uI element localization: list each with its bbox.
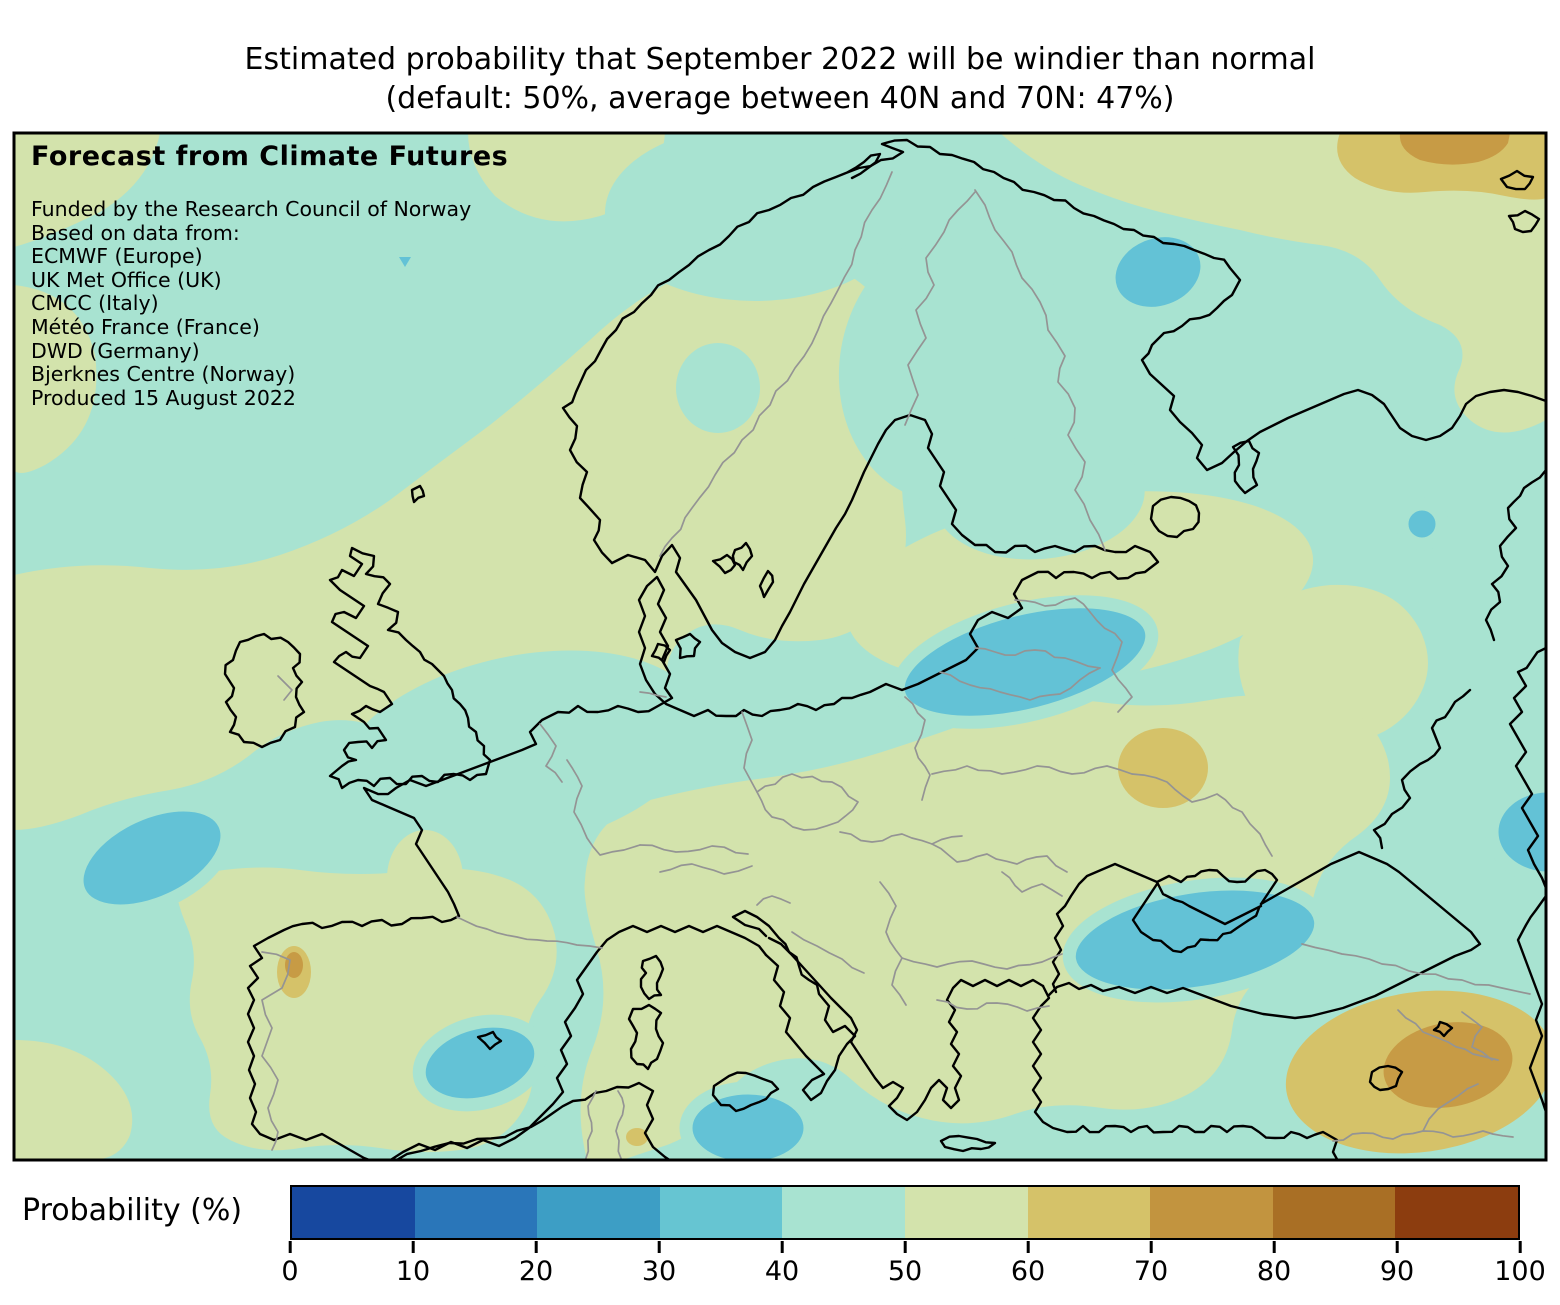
colorbar-segment <box>537 1187 660 1238</box>
coastline-caspian-north <box>1508 646 1546 890</box>
coastline-blacksea-north-west <box>1051 862 1159 994</box>
border-belarus-russia <box>1089 611 1133 713</box>
island-arctic <box>1499 169 1535 191</box>
colorbar-segment <box>1272 1187 1396 1238</box>
colorbar-segment <box>292 1187 415 1238</box>
coastline-lofoten <box>846 152 882 180</box>
border-czechia <box>756 773 859 831</box>
lake-ladoga <box>1149 495 1201 539</box>
border-slovenia <box>756 895 791 906</box>
border-layer <box>261 171 1531 1160</box>
border-transcaucasus-1 <box>1397 1009 1499 1061</box>
island-oland <box>758 569 775 599</box>
island-majorca <box>476 1030 503 1051</box>
colorbar-segment <box>659 1187 783 1238</box>
map-frame <box>12 131 1548 1162</box>
coastline-crimea <box>1131 882 1261 954</box>
khaki-tunisia <box>626 1128 648 1146</box>
border-danube <box>901 953 1063 970</box>
border-belarus-ukraine <box>931 765 1133 775</box>
border-finland-russia <box>974 189 1106 551</box>
island-corsica <box>639 954 665 1001</box>
border-estonia <box>1014 597 1091 613</box>
border-alps-italy <box>659 863 753 875</box>
island-funen <box>650 642 672 664</box>
river-don <box>1372 688 1472 850</box>
coastline-azov <box>1155 868 1279 926</box>
border-ukraine-russia <box>1131 773 1273 857</box>
coastline-italy <box>731 909 857 1102</box>
coastline-scandinavia-arctic <box>561 138 1546 565</box>
island-ireland <box>223 632 306 749</box>
lake-van <box>1368 1064 1404 1092</box>
colorbar-segment <box>1395 1187 1518 1238</box>
river-volga <box>1484 468 1546 642</box>
island-britain <box>328 546 492 790</box>
border-romania-north <box>931 843 1068 873</box>
contour-fill-layer <box>14 133 1546 1160</box>
border-norway-sweden <box>659 171 893 557</box>
border-ireland-uk <box>277 675 293 701</box>
border-caucasus-north <box>1301 943 1531 995</box>
colorbar-label: Probability (%) <box>22 1193 243 1228</box>
coastline-adriatic-greece <box>767 936 1045 1122</box>
border-transcaucasus-2 <box>1461 1011 1493 1061</box>
coastline-north-africa <box>394 1081 672 1160</box>
tan-top-right-core <box>1399 133 1510 165</box>
colorbar-segment <box>414 1187 538 1238</box>
border-france-germany <box>566 759 641 856</box>
coastline-spain-med-france <box>388 924 768 1160</box>
lake-vanern <box>711 553 737 575</box>
coastline-caspian-west <box>1516 894 1546 1114</box>
border-morocco-algeria <box>584 1090 597 1160</box>
border-poland-west <box>741 711 758 793</box>
border-algeria-tunisia <box>615 1090 625 1160</box>
tan-nw-spain-core <box>285 952 303 978</box>
island-shetland <box>410 484 426 504</box>
lake-sevan <box>1432 1020 1454 1038</box>
coastline-layer <box>223 138 1546 1160</box>
colorbar <box>290 1185 1520 1240</box>
border-sweden-finland <box>904 191 976 426</box>
border-bulgaria-south <box>936 999 1050 1012</box>
colorbar-segment <box>782 1187 905 1238</box>
border-germany-alps <box>639 844 749 855</box>
border-moldova <box>1001 871 1063 897</box>
figure-subtitle: (default: 50%, average between 40N and 7… <box>385 81 1175 116</box>
coastline-aegean-turkey-south <box>1031 984 1339 1160</box>
border-portugal-spain <box>261 951 291 1151</box>
contour-region-50-60-france <box>387 830 463 926</box>
border-latvia <box>974 647 1101 669</box>
colorbar-segment <box>904 1187 1028 1238</box>
border-denmark-germany <box>639 691 667 698</box>
border-croatia-bosnia <box>791 931 865 974</box>
colorbar-segment <box>1150 1187 1273 1238</box>
border-lithuania-belarus <box>939 667 1101 701</box>
island-sardinia <box>627 1003 665 1071</box>
coastline-baltic-westeurope <box>246 413 1160 1160</box>
border-poland-east <box>904 696 931 801</box>
khaki-ukraine <box>1118 728 1208 808</box>
lake-onega <box>1231 439 1261 495</box>
coastline-blacksea-south-east <box>1047 850 1482 1020</box>
border-serbia <box>879 881 907 1006</box>
contour-regions-60-plus <box>277 133 1546 1154</box>
border-turkey-iraq <box>1422 1083 1479 1132</box>
contour-regions-30-40 <box>70 224 1546 1160</box>
island-zealand <box>674 632 702 660</box>
colorbar-segment <box>1027 1187 1151 1238</box>
island-vaygach <box>1507 209 1541 234</box>
island-crete <box>939 1134 997 1153</box>
island-sicily <box>711 1071 780 1113</box>
border-benelux <box>539 723 563 783</box>
figure-title: Estimated probability that September 202… <box>244 42 1316 77</box>
border-hungary <box>839 831 963 845</box>
tan-caucasus-core <box>1383 1022 1513 1108</box>
border-pyrenees <box>456 916 603 949</box>
